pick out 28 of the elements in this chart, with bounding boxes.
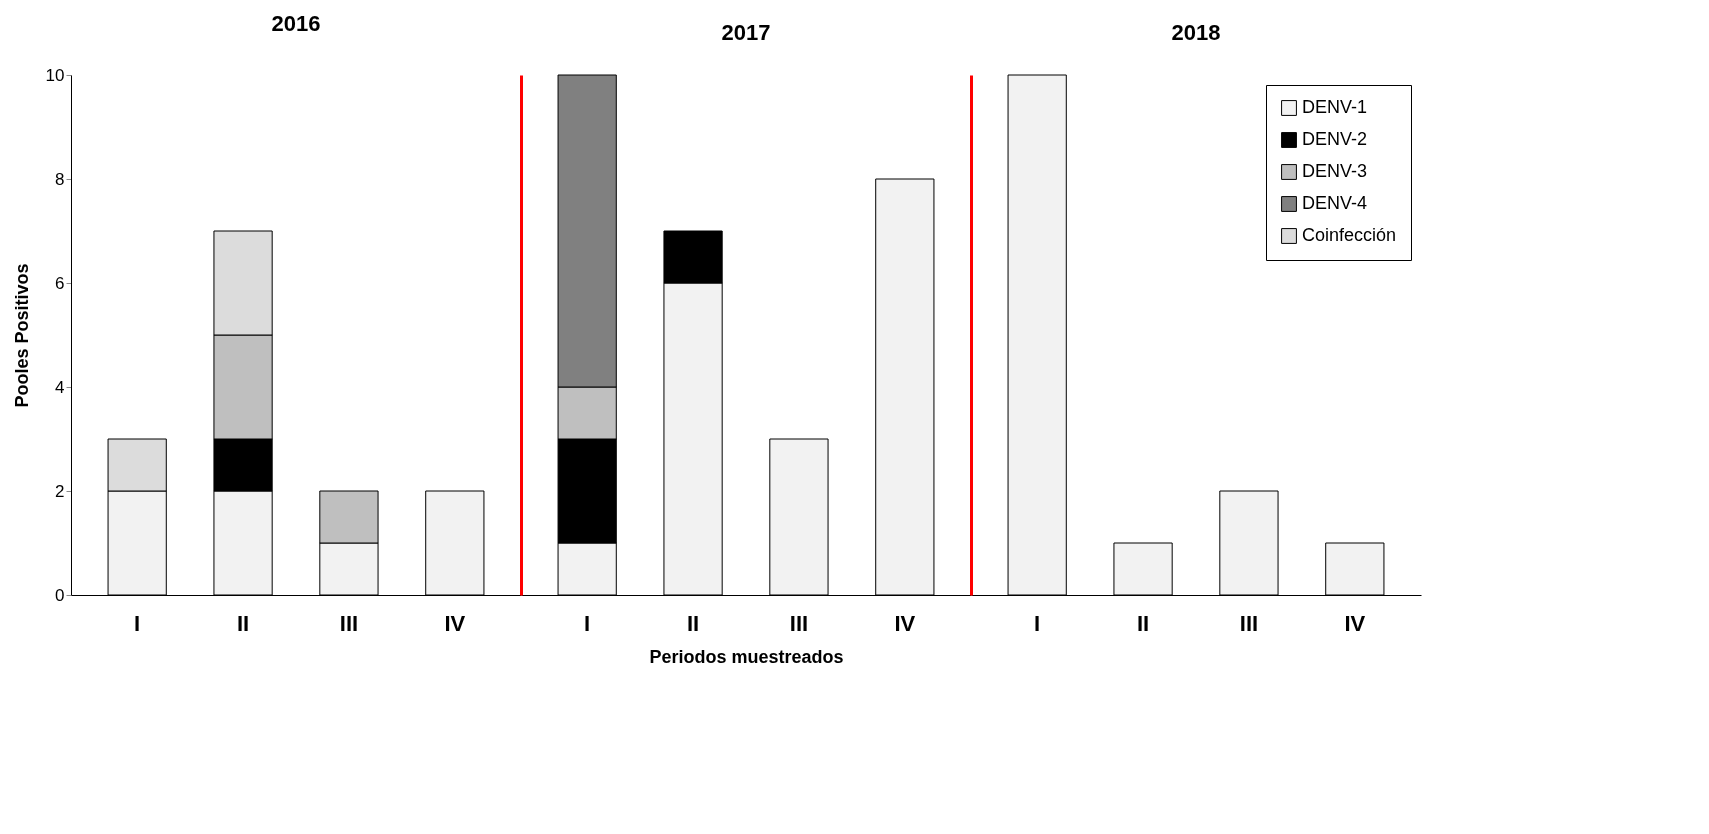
chart-title: 2018 (1171, 19, 1221, 45)
y-tick-label: 8 (55, 169, 65, 189)
x-tick-label: III (339, 610, 359, 636)
x-tick-label: III (1239, 610, 1259, 636)
y-axis-title: Pooles Positivos (11, 263, 32, 408)
x-tick-label: I (584, 610, 591, 636)
x-tick-label: II (686, 610, 700, 636)
legend-label: Coinfección (1302, 225, 1397, 245)
legend-label: DENV-1 (1302, 97, 1368, 117)
x-tick-label: IV (444, 610, 466, 636)
y-tick-label: 0 (55, 585, 65, 605)
chart-title: 2017 (721, 19, 771, 45)
x-tick-label: III (789, 610, 809, 636)
x-tick-label: IV (894, 610, 916, 636)
y-tick-label: 2 (55, 481, 65, 501)
x-tick-label: II (236, 610, 250, 636)
x-tick-label: IV (1344, 610, 1366, 636)
x-tick-label: II (1136, 610, 1150, 636)
legend-label: DENV-2 (1302, 129, 1368, 149)
legend-label: DENV-3 (1302, 161, 1368, 181)
y-tick-label: 4 (55, 377, 65, 397)
x-tick-label: I (134, 610, 141, 636)
x-tick-label: I (1034, 610, 1041, 636)
chart-title: 2016 (271, 11, 321, 36)
legend-label: DENV-4 (1302, 193, 1368, 213)
y-tick-label: 10 (45, 65, 65, 85)
x-axis-title: Periodos muestreados (649, 646, 844, 667)
y-tick-label: 6 (55, 273, 65, 293)
